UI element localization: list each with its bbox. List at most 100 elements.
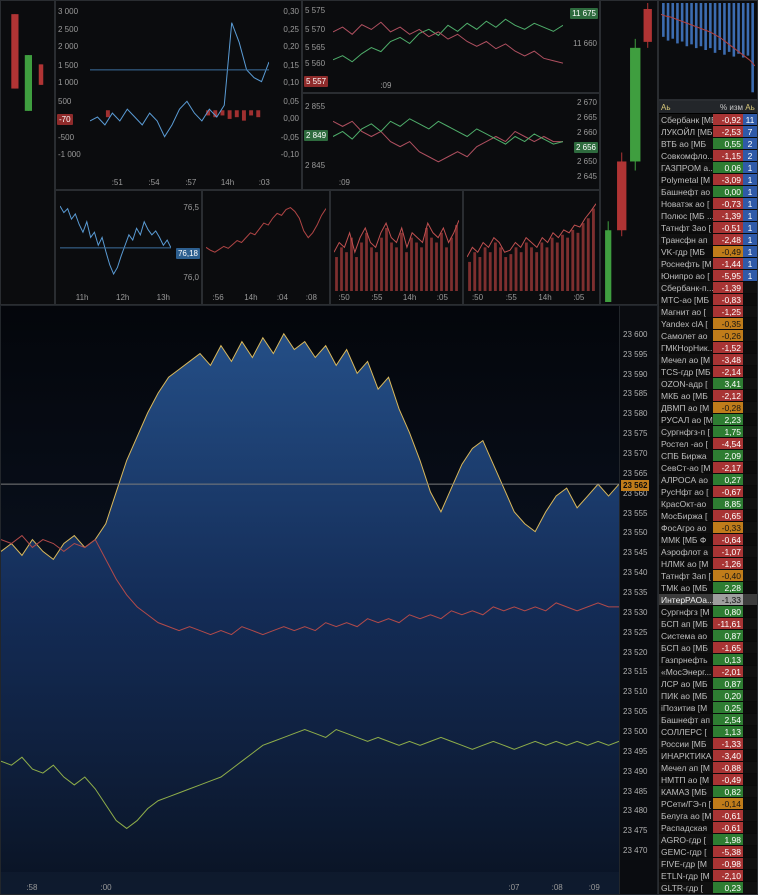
quote-row[interactable]: БСП ао [МБ -1,65 xyxy=(659,642,757,654)
chart-panel-b[interactable]: 5 575 5 570 5 565 5 560 11 660:09 5 557 11 675 xyxy=(302,0,600,93)
quote-row[interactable]: России [МБ -1,33 xyxy=(659,738,757,750)
chart-panel-a[interactable]: 3 000 2 500 2 000 1 500 1 000 500 -500 -1 000 0,… xyxy=(55,0,302,190)
ticker-name: ГАЗПРОМ а... xyxy=(661,162,713,173)
quote-row[interactable]: ДВМП ао [М -0,28 xyxy=(659,402,757,414)
quote-row[interactable]: Система ао 0,87 xyxy=(659,630,757,642)
percent-change-cell: -1,39 xyxy=(713,282,743,293)
quote-row[interactable]: Магнит ао [-1,25 xyxy=(659,306,757,318)
percent-change-cell: -2,53 xyxy=(713,126,743,137)
chart-g-canvas xyxy=(467,194,596,291)
quote-row[interactable]: Татнфт 3ао [-0,51 1 xyxy=(659,222,757,234)
quote-row[interactable]: СПБ Биржа 2,09 xyxy=(659,450,757,462)
quote-row[interactable]: Трансфн ап -2,48 1 xyxy=(659,234,757,246)
quote-row[interactable]: КАМАЗ [МБ 0,82 xyxy=(659,786,757,798)
chart-panel-f[interactable]: :50:55 14h:05 xyxy=(330,190,463,305)
price-tick: 23 595 xyxy=(623,349,648,359)
quote-row[interactable]: НМТП ао [М -0,49 xyxy=(659,774,757,786)
volume-canvas xyxy=(661,3,755,93)
quote-row[interactable]: Роснефть [М -1,44 1 xyxy=(659,258,757,270)
quote-row[interactable]: МТС-ао [МБ -0,83 xyxy=(659,294,757,306)
quote-row[interactable]: Аэрофлот а -1,07 xyxy=(659,546,757,558)
quote-row[interactable]: Полюс [МБ ... -1,39 1 xyxy=(659,210,757,222)
quote-row[interactable]: РУСАЛ ао [М 2,23 xyxy=(659,414,757,426)
quote-row[interactable]: Сургнфгз [М 0,80 xyxy=(659,606,757,618)
quote-row[interactable]: ММК [МБ Ф -0,64 xyxy=(659,534,757,546)
quote-row[interactable]: Распадская -0,61 xyxy=(659,822,757,834)
quote-row[interactable]: МКБ ао [МБ -2,12 xyxy=(659,390,757,402)
quote-row[interactable]: Мечел ап [М -0,88 xyxy=(659,762,757,774)
quote-row[interactable]: НЛМК ао [М -1,26 xyxy=(659,558,757,570)
chart-panel-g[interactable]: :50:55 14h:05 xyxy=(463,190,600,305)
quote-row[interactable]: «МосЭнерг... -2,01 xyxy=(659,666,757,678)
count-cell xyxy=(743,870,757,881)
quote-row[interactable]: Совкомфло... -1,15 2 xyxy=(659,150,757,162)
quote-row[interactable]: БСП ап [МБ -11,61 xyxy=(659,618,757,630)
quote-row[interactable]: КрасОкт-ао 8,85 xyxy=(659,498,757,510)
quote-row[interactable]: Новатэк ао [-0,73 1 xyxy=(659,198,757,210)
quote-row[interactable]: АЛРОСА ао 0,27 xyxy=(659,474,757,486)
quote-row[interactable]: VK-гдр [МБ -0,49 1 xyxy=(659,246,757,258)
percent-change-cell: -0,35 xyxy=(713,318,743,329)
quote-row[interactable]: iПозитив [М 0,25 xyxy=(659,702,757,714)
percent-change-cell: -0,83 xyxy=(713,294,743,305)
quotes-header[interactable]: Аь % изм Аь xyxy=(659,101,757,114)
quote-row[interactable]: Газпрнефть 0,13 xyxy=(659,654,757,666)
quote-row[interactable]: FIVE-гдр [М -0,98 xyxy=(659,858,757,870)
quote-row[interactable]: GLTR-гдр [0,23 xyxy=(659,882,757,894)
quote-row[interactable]: РусНфт ао [-0,67 xyxy=(659,486,757,498)
quote-row[interactable]: AGRO-гдр [1,98 xyxy=(659,834,757,846)
quote-row[interactable]: ЛУКОЙЛ [МБ -2,53 7 xyxy=(659,126,757,138)
quote-row[interactable]: Юнипро ао [-5,95 1 xyxy=(659,270,757,282)
chart-panel-e[interactable]: :56 14h:04:08 xyxy=(202,190,330,305)
quote-row[interactable]: ФосАгро ао -0,33 xyxy=(659,522,757,534)
chart-panel-candles[interactable] xyxy=(600,0,658,305)
percent-change-cell: -2,12 xyxy=(713,390,743,401)
quote-row[interactable]: Башнефт ап 2,54 xyxy=(659,714,757,726)
quote-row[interactable]: ВТБ ао [МБ 0,55 2 xyxy=(659,138,757,150)
quote-row[interactable]: ПИК ао [МБ 0,20 xyxy=(659,690,757,702)
quote-row[interactable]: ЛСР ао [МБ 0,87 xyxy=(659,678,757,690)
quote-row[interactable]: ГАЗПРОМ а... 0,06 1 xyxy=(659,162,757,174)
main-chart-panel[interactable]: :58:00:07:08:09 xyxy=(0,305,620,895)
quote-row[interactable]: ИнтерРАОа... -1,33 xyxy=(659,594,757,606)
percent-change-cell: -0,61 xyxy=(713,810,743,821)
quote-row[interactable]: Белуга ао [М -0,61 xyxy=(659,810,757,822)
quote-row[interactable]: Сбербанк [МБ -0,92 11 xyxy=(659,114,757,126)
quote-row[interactable]: Сургнфгз-п [1,75 xyxy=(659,426,757,438)
quote-row[interactable]: Башнефт ао 0,00 1 xyxy=(659,186,757,198)
chart-panel-d[interactable]: 76,5 76,0 11h 12h 13h 76,18 xyxy=(55,190,202,305)
axis-label: 0,20 xyxy=(283,42,299,52)
quote-row[interactable]: ИНАРКТИКА -3,40 xyxy=(659,750,757,762)
quote-row[interactable]: МосБиржа [-0,65 xyxy=(659,510,757,522)
quote-row[interactable]: Мечел ао [М -3,48 xyxy=(659,354,757,366)
percent-change-cell: 0,13 xyxy=(713,654,743,665)
quote-row[interactable]: СевСт-ао [М -2,17 xyxy=(659,462,757,474)
quote-row[interactable]: Самолет ао -0,26 xyxy=(659,330,757,342)
percent-change-cell: 0,82 xyxy=(713,786,743,797)
quote-row[interactable]: TCS-гдр [МБ -2,14 xyxy=(659,366,757,378)
axis-label: 1 500 xyxy=(58,61,79,71)
quote-row[interactable]: Polymetal [М -3,09 1 xyxy=(659,174,757,186)
quote-row[interactable]: ГМКНорНик... -1,52 xyxy=(659,342,757,354)
count-cell xyxy=(743,534,757,545)
quote-row[interactable]: OZON-адр [3,41 xyxy=(659,378,757,390)
quote-row[interactable]: ТМК ао [МБ 2,28 xyxy=(659,582,757,594)
quote-row[interactable]: GEMC-гдр [-5,38 xyxy=(659,846,757,858)
quote-row[interactable]: ETLN-гдр [М -2,10 xyxy=(659,870,757,882)
percent-change-cell: -1,26 xyxy=(713,558,743,569)
quote-row[interactable]: Сбербанк-п... -1,39 xyxy=(659,282,757,294)
main-price-axis[interactable]: 23 600 23 595 23 590 23 585 23 580 23 575 23 5… xyxy=(620,305,658,895)
quote-row[interactable]: Yandex clA [-0,35 xyxy=(659,318,757,330)
quote-row[interactable]: РСети/ГЭ-п [-0,14 xyxy=(659,798,757,810)
quotes-header-count[interactable]: Аь xyxy=(745,102,755,112)
quote-row[interactable]: Татнфт 3ап [-0,40 xyxy=(659,570,757,582)
axis-label: -1 000 xyxy=(58,149,81,159)
chart-panel-c[interactable]: 2 855 2 845 2 670 2 665 2 660 2 650 2 645:09 2 … xyxy=(302,93,600,190)
quote-row[interactable]: Ростел -ао [-4,54 xyxy=(659,438,757,450)
axis-label: :08 xyxy=(551,883,563,892)
quotes-header-instrument[interactable]: Аь xyxy=(661,102,671,112)
chart-panel-strip[interactable] xyxy=(0,0,55,305)
quote-row[interactable]: СОЛЛЕРС [1,13 xyxy=(659,726,757,738)
quotes-header-change[interactable]: % изм xyxy=(720,102,743,112)
chart-panel-volume[interactable] xyxy=(658,0,758,100)
